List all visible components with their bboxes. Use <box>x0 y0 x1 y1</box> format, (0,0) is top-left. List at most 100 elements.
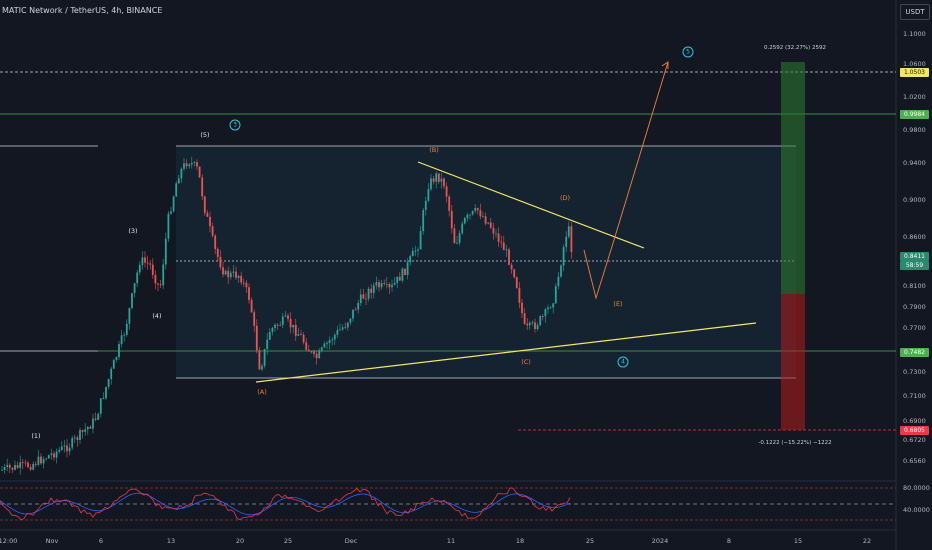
candle-body <box>131 293 133 309</box>
date-tick-label: 11 <box>446 537 456 545</box>
candle-body <box>383 283 386 284</box>
candle-body <box>349 318 352 323</box>
candle-body <box>63 445 66 447</box>
candle-body <box>570 226 573 252</box>
candle-body <box>471 210 474 215</box>
candle-body <box>289 318 292 328</box>
candle-body <box>76 437 79 440</box>
candle-body <box>32 463 35 470</box>
candle-body <box>521 302 523 314</box>
wave-label: (1) <box>31 432 41 440</box>
candle-body <box>313 351 315 354</box>
candle-body <box>245 282 248 288</box>
date-tick-label: 18 <box>515 537 525 545</box>
candle-body <box>55 451 58 458</box>
candle-body <box>339 329 341 331</box>
candle-body <box>482 216 484 218</box>
wave-label: (B) <box>429 146 439 154</box>
price-tick-label: 0.6560 <box>903 457 926 465</box>
date-tick-label: 8 <box>726 537 732 545</box>
price-tag: 0.7482 <box>900 348 929 357</box>
candle-body <box>159 284 162 286</box>
price-tick-label: 0.7100 <box>903 392 926 400</box>
candle-body <box>81 430 84 432</box>
candle-body <box>258 350 261 370</box>
price-tag: 0.8411 <box>900 252 929 261</box>
candle-body <box>300 334 302 335</box>
symbol-title[interactable]: MATIC Network / TetherUS, 4h, BINANCE <box>2 6 163 15</box>
candle-body <box>284 315 287 317</box>
candle-body <box>385 283 388 285</box>
candle-body <box>118 344 120 358</box>
candle-body <box>149 263 152 265</box>
candle-body <box>34 463 37 465</box>
candle-body <box>458 233 461 243</box>
candle-body <box>274 324 276 329</box>
candle-body <box>19 462 22 468</box>
loss-zone <box>781 294 805 430</box>
candle-body <box>365 298 367 300</box>
currency-button[interactable]: USDT <box>900 4 930 20</box>
candle-body <box>177 178 180 184</box>
price-tick-label: 0.7300 <box>903 368 926 376</box>
candle-body <box>500 241 503 243</box>
candle-body <box>201 177 204 197</box>
candle-body <box>422 210 425 232</box>
candle-body <box>541 316 544 317</box>
candle-body <box>136 272 139 284</box>
candle-body <box>323 343 326 348</box>
candle-body <box>151 264 154 275</box>
candle-body <box>396 276 399 283</box>
candle-body <box>107 379 110 387</box>
candle-body <box>404 268 406 275</box>
date-tick-label: 22 <box>862 537 872 545</box>
projection-path <box>583 61 669 300</box>
candle-body <box>71 438 74 448</box>
candle-body <box>60 446 63 450</box>
candle-body <box>229 272 232 278</box>
candle-body <box>476 208 479 211</box>
candle-body <box>66 445 68 452</box>
candle-body <box>29 467 32 470</box>
candle-body <box>456 242 458 244</box>
candle-body <box>1 469 3 471</box>
candle-body <box>567 226 570 237</box>
stop-note: -0.1222 (−15.22%) −1222 <box>758 440 832 446</box>
candle-body <box>138 264 141 273</box>
wave-label: (D) <box>559 194 571 202</box>
candle-body <box>40 456 42 464</box>
candle-body <box>461 223 464 234</box>
candle-body <box>250 299 253 313</box>
candle-body <box>281 316 284 325</box>
candle-body <box>508 249 510 265</box>
date-tick-label: 15 <box>793 537 803 545</box>
candle-body <box>297 334 300 336</box>
candle-body <box>539 316 542 326</box>
candle-body <box>352 309 354 319</box>
candle-body <box>157 283 159 285</box>
price-tick-label: 0.9400 <box>903 159 926 167</box>
candle-body <box>367 288 370 299</box>
candle-body <box>120 335 123 345</box>
candle-body <box>79 430 81 440</box>
candle-body <box>487 222 490 224</box>
wave-label: (3) <box>128 227 138 235</box>
candle-body <box>515 277 518 288</box>
candle-body <box>398 276 401 281</box>
candle-body <box>11 467 14 470</box>
candle-body <box>235 271 237 278</box>
candle-body <box>518 287 521 303</box>
candle-body <box>307 349 310 352</box>
price-tick-label: 1.1000 <box>903 30 926 38</box>
rsi-tick-label: 40.0000 <box>903 506 930 514</box>
candle-body <box>164 238 167 265</box>
candle-body <box>227 270 230 278</box>
candle-body <box>294 324 297 336</box>
wave-label: 5 <box>682 46 694 58</box>
candle-body <box>372 285 375 293</box>
triangle-lower-line <box>255 322 757 383</box>
candle-body <box>388 283 391 288</box>
candle-body <box>167 213 170 239</box>
